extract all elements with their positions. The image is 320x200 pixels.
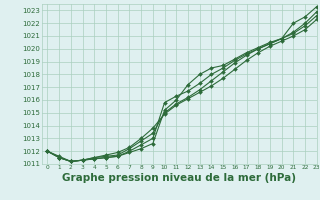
X-axis label: Graphe pression niveau de la mer (hPa): Graphe pression niveau de la mer (hPa) [62,173,296,183]
